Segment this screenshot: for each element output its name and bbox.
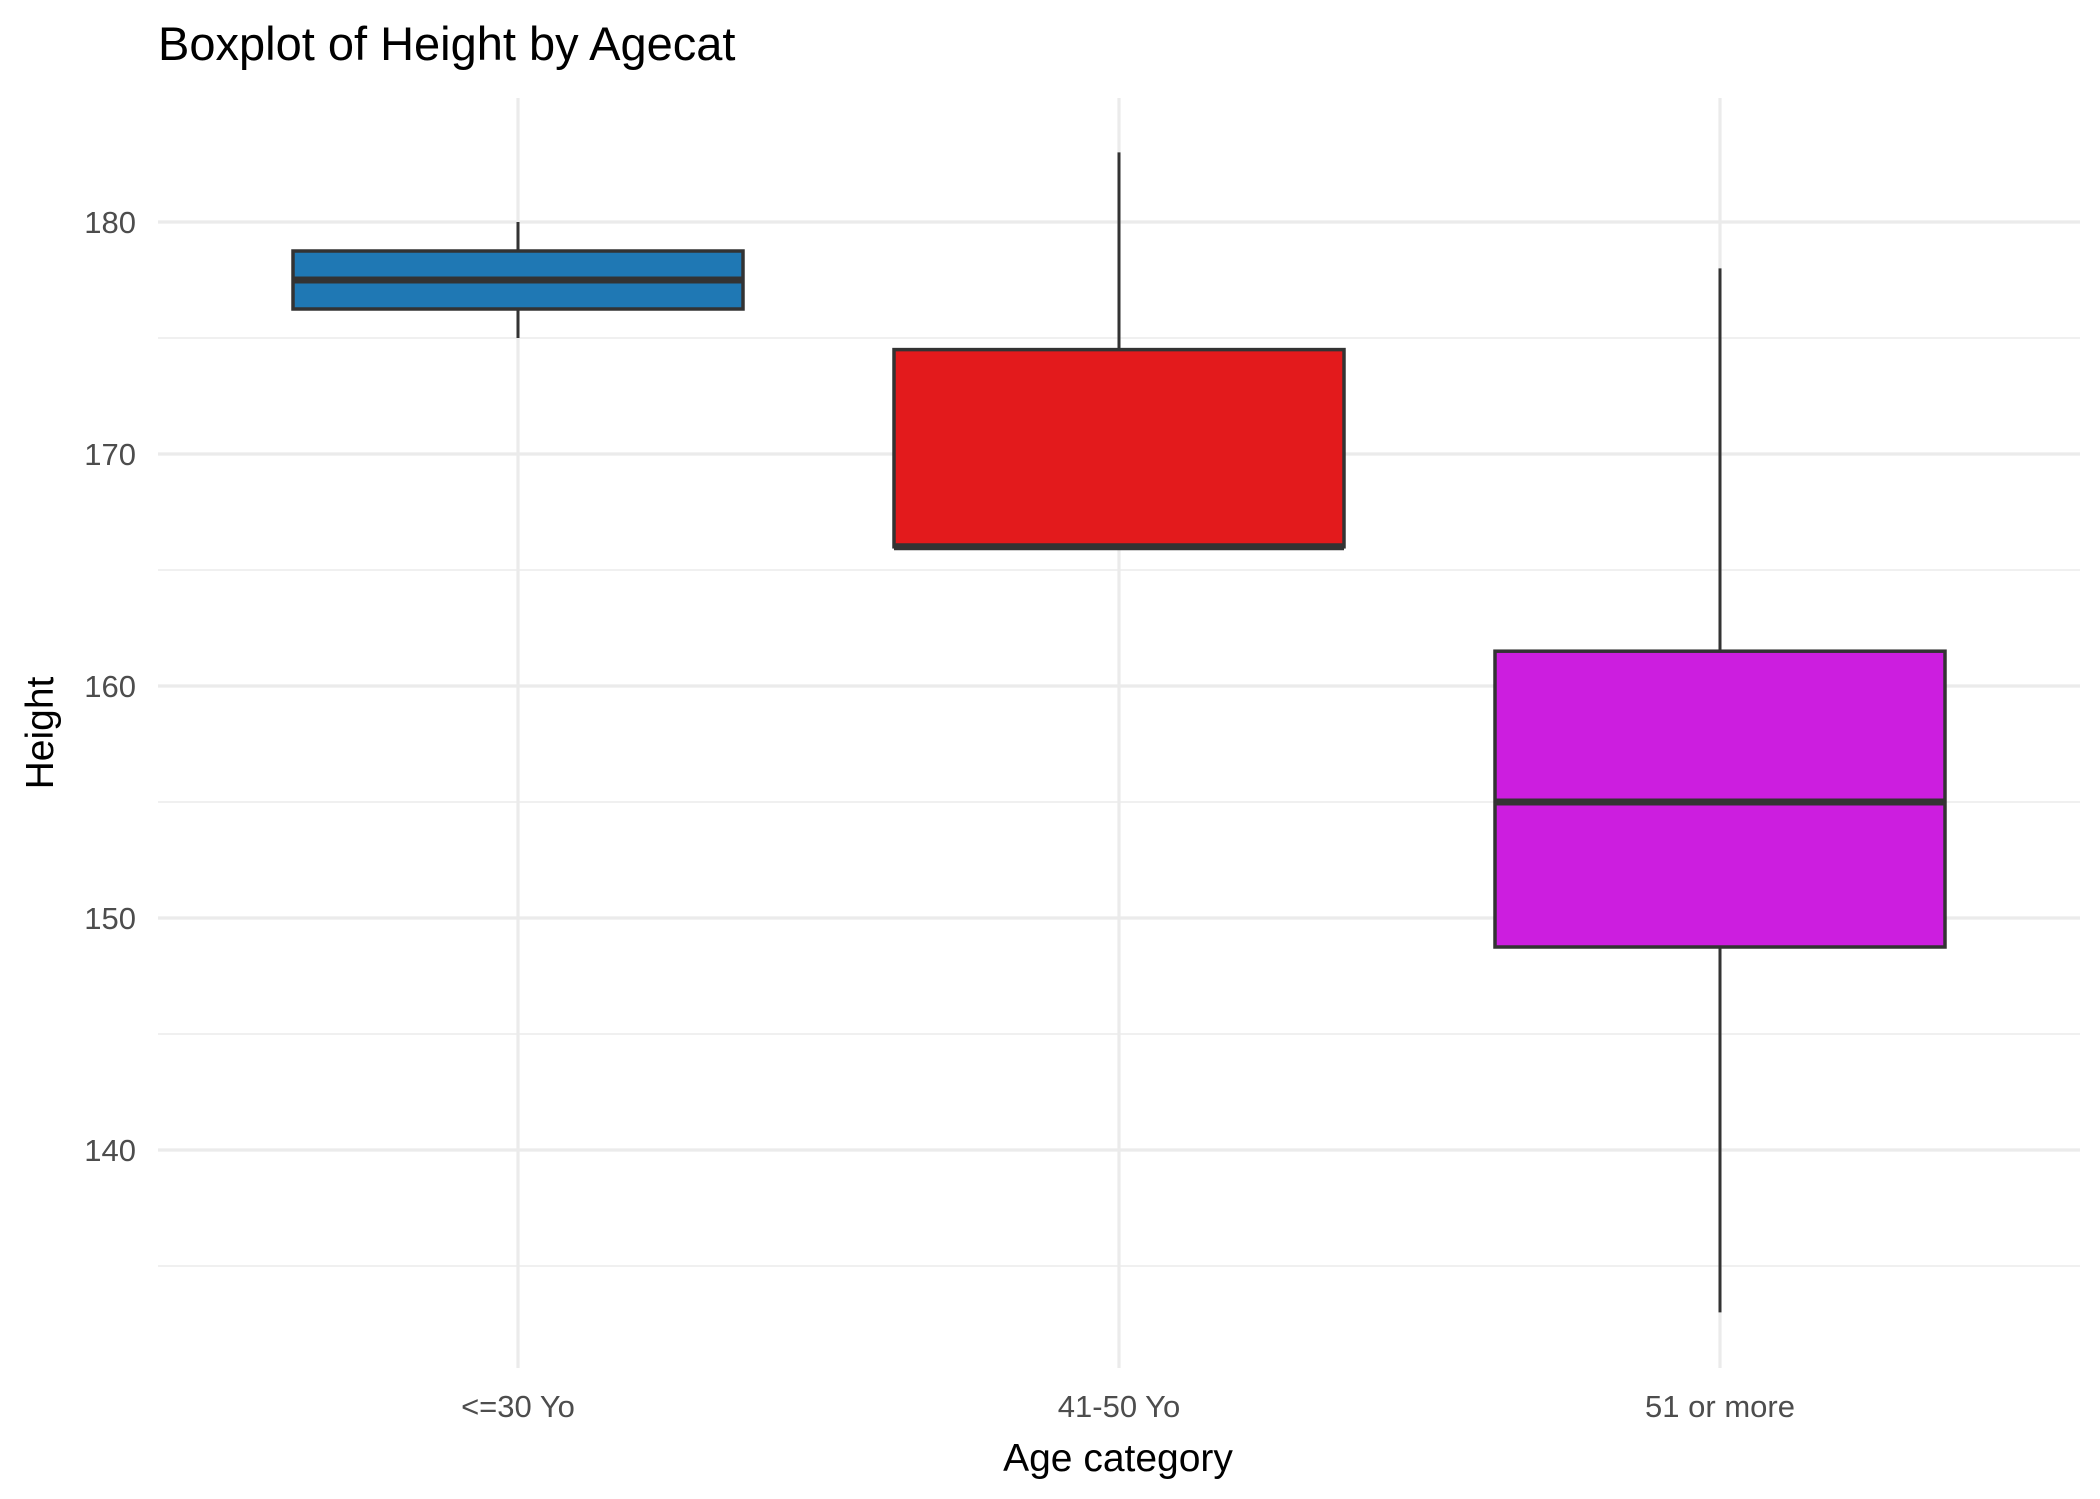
y-tick-label: 150 (84, 901, 136, 936)
chart-title: Boxplot of Height by Agecat (158, 17, 735, 70)
x-tick-label: 51 or more (1645, 1389, 1795, 1424)
boxes (291, 152, 1947, 1313)
y-tick-label: 140 (84, 1133, 136, 1168)
box-group (1493, 268, 1947, 1313)
x-axis-ticks: <=30 Yo 41-50 Yo 51 or more (461, 1389, 1795, 1424)
y-tick-label: 170 (84, 437, 136, 472)
y-tick-label: 160 (84, 669, 136, 704)
y-axis-ticks: 140 150 160 170 180 (84, 205, 136, 1168)
box-group (291, 222, 745, 338)
x-axis-title: Age category (1003, 1437, 1233, 1480)
box-group (892, 152, 1346, 551)
y-tick-label: 180 (84, 205, 136, 240)
x-tick-label: 41-50 Yo (1058, 1389, 1180, 1424)
y-axis-title: Height (19, 676, 62, 789)
box (892, 347, 1346, 549)
x-tick-label: <=30 Yo (461, 1389, 575, 1424)
